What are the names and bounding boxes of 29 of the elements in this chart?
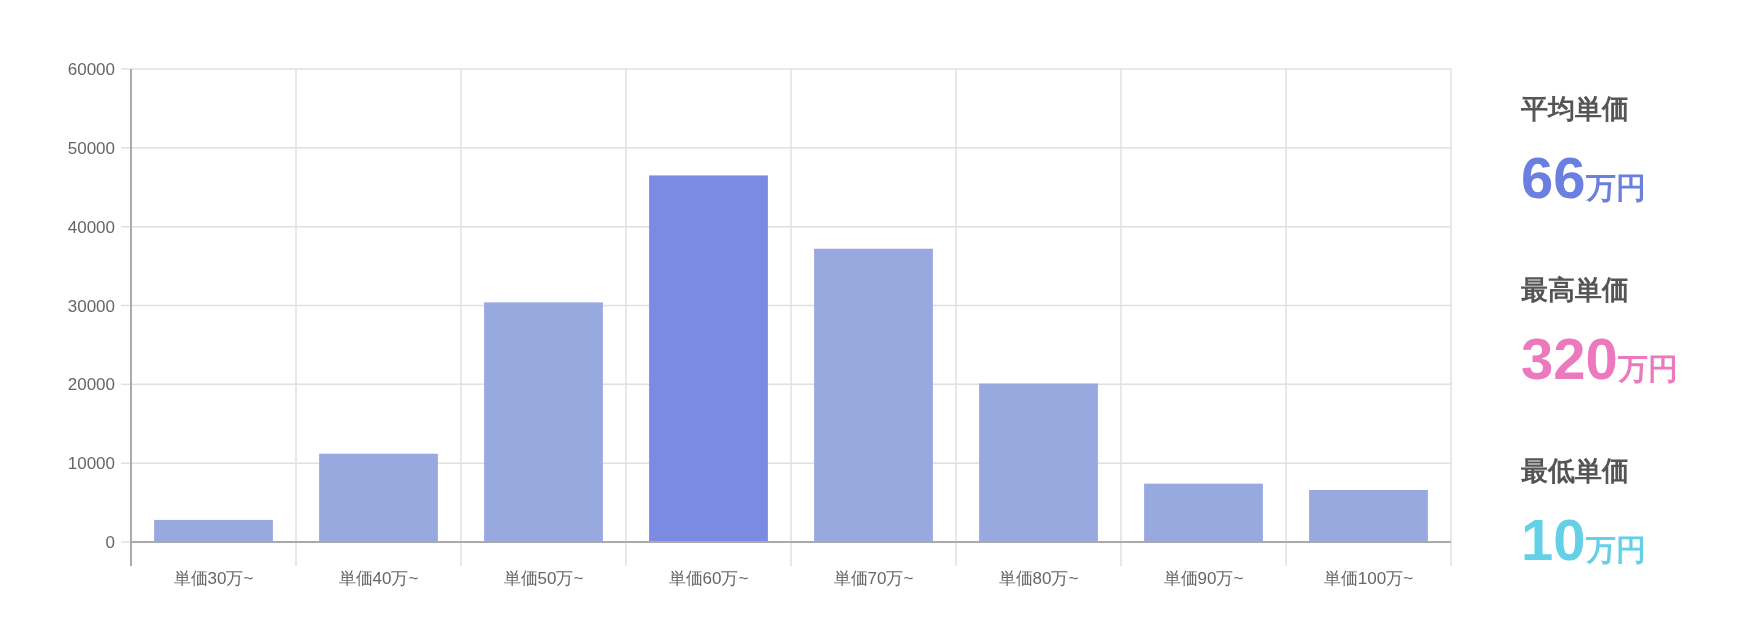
bar (649, 175, 768, 542)
text: 10万円 (1521, 507, 1646, 572)
y-tick-label: 40000 (67, 217, 115, 237)
text: 最低単価 (1520, 456, 1629, 486)
bar (979, 383, 1098, 542)
y-tick-label: 0 (105, 533, 115, 552)
y-tick-label: 60000 (67, 60, 115, 79)
y-tick-label: 30000 (67, 296, 115, 316)
text: 最高単価 (1520, 275, 1629, 305)
bar (319, 453, 438, 542)
bar (814, 248, 933, 542)
text: 320万円 (1521, 326, 1678, 391)
x-tick-label: 単価100万~ (1323, 569, 1414, 588)
x-tick-label: 単価70万~ (833, 569, 914, 588)
bar (484, 302, 603, 542)
x-tick-label: 単価30万~ (173, 569, 254, 588)
y-tick-label: 20000 (67, 375, 115, 395)
y-tick-label: 50000 (67, 138, 115, 158)
x-tick-label: 単価90万~ (1163, 569, 1244, 588)
x-tick-label: 単価60万~ (668, 569, 749, 588)
x-tick-label: 単価80万~ (998, 569, 1079, 588)
x-tick-label: 単価40万~ (338, 569, 419, 588)
bar (1309, 489, 1428, 542)
text: 平均単価 (1520, 94, 1629, 124)
x-tick-label: 単価50万~ (503, 569, 584, 588)
bar (154, 519, 273, 542)
y-tick-label: 10000 (67, 454, 115, 474)
bar (1144, 483, 1263, 542)
text: 66万円 (1521, 145, 1646, 210)
